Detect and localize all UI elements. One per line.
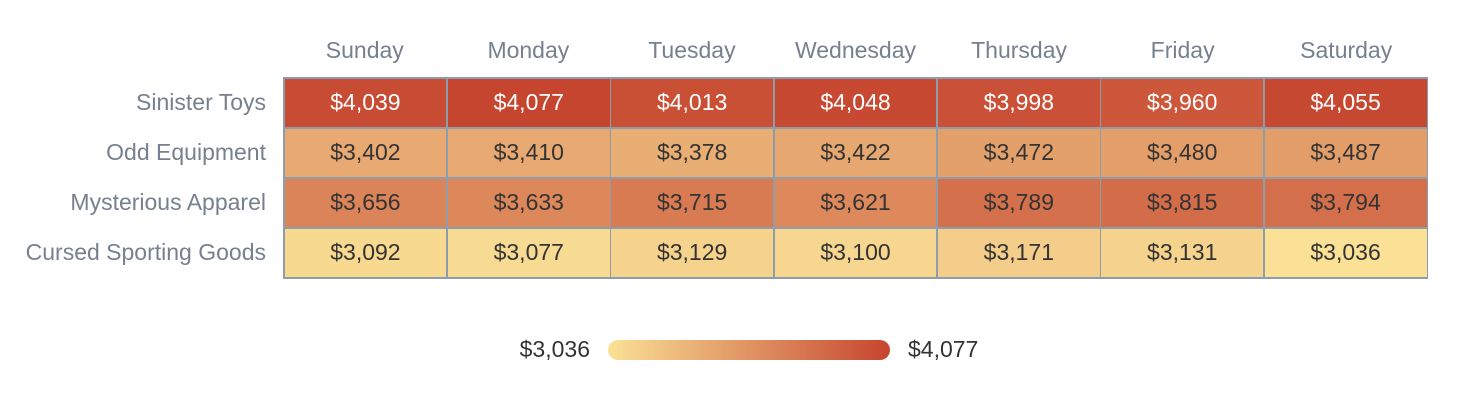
heatmap-cell-odd-equipment-friday: $3,480 — [1101, 128, 1264, 177]
heatmap-cell-sinister-toys-tuesday: $4,013 — [611, 78, 774, 127]
column-header-thursday: Thursday — [971, 37, 1067, 63]
heatmap-cell-mysterious-apparel-thursday: $3,789 — [937, 178, 1100, 227]
heatmap-cell-odd-equipment-thursday: $3,472 — [937, 128, 1100, 177]
heatmap-cells: $4,039 $4,077 $4,013 $4,048 $3,998 $3,960 $4,0… — [283, 77, 1428, 279]
heatmap-cell-mysterious-apparel-saturday: $3,794 — [1264, 178, 1427, 227]
heatmap-cell-mysterious-apparel-wednesday: $3,621 — [774, 178, 937, 227]
column-header-saturday: Saturday — [1300, 37, 1393, 63]
heatmap-cell-odd-equipment-wednesday: $3,422 — [774, 128, 937, 177]
heatmap-cell-cursed-sporting-goods-tuesday: $3,129 — [611, 228, 774, 277]
heatmap-cell-odd-equipment-saturday: $3,487 — [1264, 128, 1427, 177]
legend-max-label: $4,077 — [908, 336, 979, 362]
column-headers: Sunday Monday Tuesday Wednesday Thursday Frid… — [283, 0, 1428, 77]
heatmap-cell-mysterious-apparel-sunday: $3,656 — [284, 178, 447, 227]
row-label-mysterious-apparel: Mysterious Apparel — [70, 188, 266, 215]
color-scale-legend: $3,036 $4,077 — [0, 336, 1470, 363]
heatmap-cell-odd-equipment-sunday: $3,402 — [284, 128, 447, 177]
legend-min-label: $3,036 — [519, 336, 590, 362]
row-label-cursed-sporting-goods: Cursed Sporting Goods — [25, 238, 266, 265]
column-header-sunday: Sunday — [325, 37, 404, 63]
heatmap-cell-sinister-toys-sunday: $4,039 — [284, 78, 447, 127]
row-label-odd-equipment: Odd Equipment — [106, 138, 266, 165]
column-header-friday: Friday — [1150, 37, 1215, 63]
heatmap-cell-cursed-sporting-goods-monday: $3,077 — [447, 228, 610, 277]
heatmap-cell-mysterious-apparel-friday: $3,815 — [1101, 178, 1264, 227]
heatmap-cell-sinister-toys-thursday: $3,998 — [937, 78, 1100, 127]
heatmap-cell-sinister-toys-monday: $4,077 — [447, 78, 610, 127]
column-header-tuesday: Tuesday — [648, 37, 736, 63]
heatmap-cell-mysterious-apparel-tuesday: $3,715 — [611, 178, 774, 227]
heatmap-cell-cursed-sporting-goods-thursday: $3,171 — [937, 228, 1100, 277]
heatmap-cell-odd-equipment-monday: $3,410 — [447, 128, 610, 177]
row-labels: Sinister Toys Odd Equipment Mysterious App… — [0, 77, 266, 277]
row-label-sinister-toys: Sinister Toys — [136, 88, 266, 115]
heatmap-cell-cursed-sporting-goods-friday: $3,131 — [1101, 228, 1264, 277]
column-header-monday: Monday — [487, 37, 570, 63]
heatmap-grid-area: Sunday Monday Tuesday Wednesday Thursday Frid… — [283, 0, 1428, 279]
heatmap-cell-cursed-sporting-goods-sunday: $3,092 — [284, 228, 447, 277]
heatmap-cell-odd-equipment-tuesday: $3,378 — [611, 128, 774, 177]
heatmap-cell-sinister-toys-saturday: $4,055 — [1264, 78, 1427, 127]
column-header-wednesday: Wednesday — [794, 37, 917, 63]
heatmap-cell-cursed-sporting-goods-saturday: $3,036 — [1264, 228, 1427, 277]
legend-gradient-bar — [608, 339, 890, 360]
heatmap-cell-sinister-toys-wednesday: $4,048 — [774, 78, 937, 127]
heatmap-cell-sinister-toys-friday: $3,960 — [1101, 78, 1264, 127]
heatmap-cell-mysterious-apparel-monday: $3,633 — [447, 178, 610, 227]
heatmap-cell-cursed-sporting-goods-wednesday: $3,100 — [774, 228, 937, 277]
